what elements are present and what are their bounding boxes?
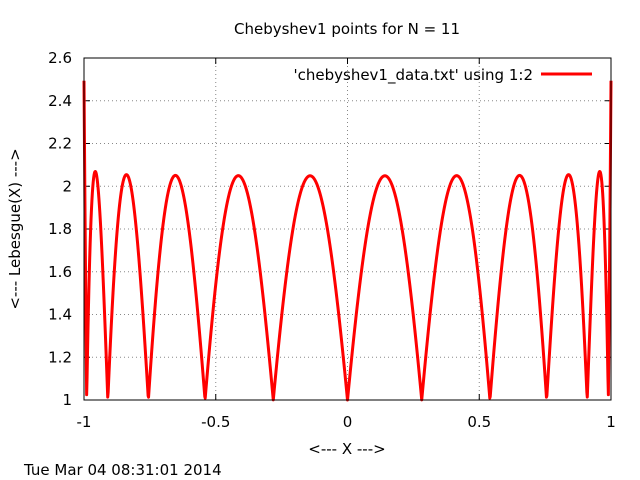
chart-title: Chebyshev1 points for N = 11: [234, 20, 460, 38]
y-tick-label: 1.8: [48, 220, 72, 238]
y-tick-label: 1.6: [48, 263, 72, 281]
y-tick-label: 1.4: [48, 306, 72, 324]
x-tick-label: -1: [77, 413, 92, 431]
legend-entry-label: 'chebyshev1_data.txt' using 1:2: [294, 66, 534, 85]
y-axis-label: <--- Lebesgue(X) --->: [6, 148, 24, 309]
x-tick-label: -0.5: [201, 413, 230, 431]
y-tick-label: 2: [62, 177, 72, 195]
tick-labels: -1 -0.5 0 0.5 1 1 1.2 1.4 1.6 1.8 2 2.2 2.4 2.6: [48, 49, 616, 431]
y-tick-label: 1.2: [48, 348, 72, 366]
y-tick-label: 2.6: [48, 49, 72, 67]
series-line: [82, 80, 613, 402]
x-tick-label: 0.5: [467, 413, 491, 431]
x-tick-label: 1: [606, 413, 616, 431]
legend: 'chebyshev1_data.txt' using 1:2: [294, 66, 592, 85]
grid-lines: [84, 58, 611, 400]
x-tick-label: 0: [343, 413, 353, 431]
y-tick-label: 2.4: [48, 92, 72, 110]
y-tick-label: 2.2: [48, 135, 72, 153]
timestamp-footer: Tue Mar 04 08:31:01 2014: [24, 461, 222, 479]
plot-frame: [83, 57, 612, 401]
series-layer: [82, 80, 613, 402]
x-axis-label: <--- X --->: [308, 440, 385, 458]
y-tick-label: 1: [62, 391, 72, 409]
